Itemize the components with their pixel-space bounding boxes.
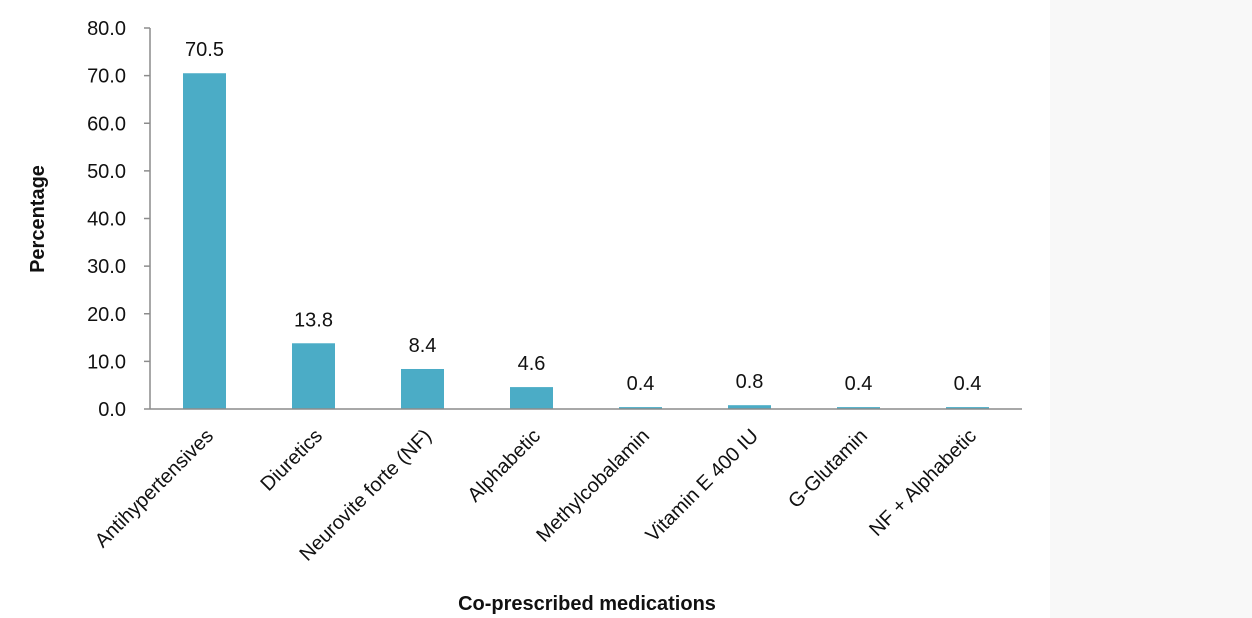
bar	[619, 407, 662, 409]
x-tick-label: Vitamin E 400 IU	[642, 425, 763, 546]
data-label: 8.4	[409, 335, 437, 357]
bar	[946, 407, 989, 409]
bar	[728, 405, 771, 409]
bar	[183, 73, 226, 410]
y-tick-label: 10.0	[87, 351, 126, 373]
bar-chart: 0.0 10.0 20.0 30.0 40.0 50.0 60.0 70.0 80.0 70.5…	[27, 18, 1022, 615]
data-label: 0.4	[845, 373, 873, 395]
y-tick-label: 30.0	[87, 256, 126, 278]
x-tick-label: Methylcobalamin	[532, 425, 654, 547]
x-tick-label: NF + Alphabetic	[865, 425, 981, 541]
y-axis-title: Percentage	[27, 165, 49, 273]
bar	[837, 407, 880, 409]
x-axis-title: Co-prescribed medications	[458, 593, 716, 615]
y-tick-label: 80.0	[87, 18, 126, 40]
y-tick-label: 40.0	[87, 209, 126, 231]
bar	[510, 387, 553, 409]
y-tick-label: 70.0	[87, 66, 126, 88]
side-panel	[1050, 0, 1252, 618]
y-tick-label: 0.0	[98, 399, 126, 421]
data-label: 0.4	[954, 373, 982, 395]
x-tick-label: Alphabetic	[463, 425, 545, 507]
y-tick-label: 50.0	[87, 161, 126, 183]
y-tick-label: 60.0	[87, 113, 126, 135]
x-tick-label: Diuretics	[256, 425, 327, 496]
data-label: 0.4	[627, 373, 655, 395]
bar	[292, 343, 335, 409]
data-label: 70.5	[185, 39, 224, 61]
data-label: 4.6	[518, 353, 546, 375]
x-tick-label: G-Glutamin	[784, 425, 872, 513]
data-label: 0.8	[736, 371, 764, 393]
bar	[401, 368, 444, 409]
x-tick-label: Antihypertensives	[91, 425, 218, 552]
y-tick-label: 20.0	[87, 304, 126, 326]
data-label: 13.8	[294, 309, 333, 331]
